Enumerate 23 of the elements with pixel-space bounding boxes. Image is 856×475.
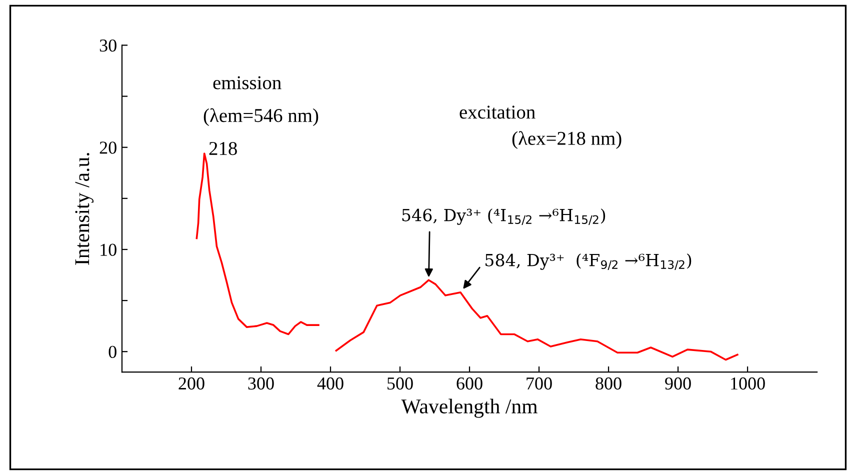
annotation: (λem=546 nm) [204, 108, 318, 126]
y-tick-label: 30 [100, 39, 116, 52]
annotation: 218 [209, 142, 237, 156]
x-tick-label: 300 [248, 377, 274, 390]
x-tick-label: 200 [178, 377, 204, 390]
x-tick-label: 500 [388, 377, 413, 390]
annotation: (λex=218 nm) [512, 131, 622, 149]
annotation: 546, Dy³⁺ (⁴I$_{15/2}$ →⁶H$_{15/2}$) [402, 208, 606, 225]
y-tick-label: 20 [100, 142, 116, 154]
x-tick-label: 400 [317, 377, 344, 390]
y-tick-label: 0 [108, 346, 116, 358]
y-tick-label: 10 [100, 244, 116, 256]
annotation: emission [213, 76, 282, 90]
x-tick-label: 600 [456, 377, 482, 390]
x-tick-label: 1000 [731, 377, 765, 390]
annotation: excitation [460, 106, 536, 119]
x-tick-label: 900 [665, 377, 691, 390]
annotation: 584, Dy³⁺ (⁴F$_{9/2}$ →⁶H$_{13/2}$) [486, 253, 692, 270]
line-series [335, 279, 738, 361]
y-axis-title: Intensity /a.u. [75, 153, 94, 265]
x-tick-label: 700 [526, 377, 552, 390]
x-axis-title: Wavelength /nm [401, 398, 538, 418]
x-tick-label: 800 [596, 377, 622, 390]
